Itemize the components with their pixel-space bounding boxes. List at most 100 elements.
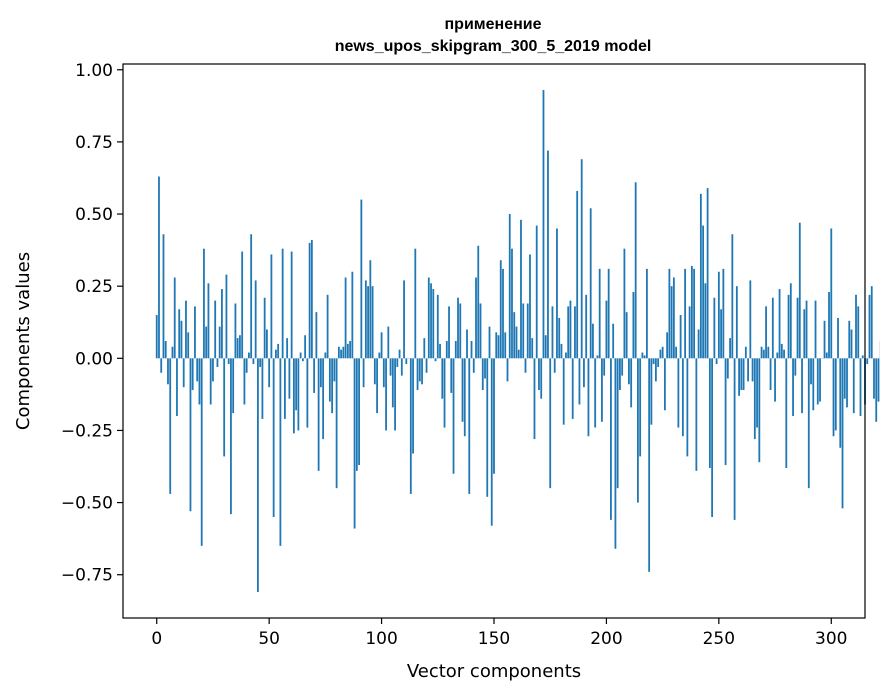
bar — [358, 358, 360, 466]
bar — [418, 358, 421, 382]
bar — [724, 358, 727, 466]
bar — [634, 182, 637, 359]
bar — [807, 358, 810, 489]
y-tick-label: −0.50 — [61, 494, 113, 514]
bar — [708, 358, 711, 468]
bar — [798, 222, 801, 359]
bar — [769, 358, 772, 391]
bar — [654, 358, 657, 382]
bar — [162, 234, 165, 359]
bar — [176, 358, 178, 417]
bar — [619, 358, 621, 391]
bar — [726, 358, 729, 379]
bar — [400, 358, 403, 376]
bar — [180, 320, 183, 359]
bar — [659, 349, 662, 359]
bar — [720, 309, 722, 359]
bar — [529, 254, 531, 359]
bar — [801, 358, 803, 414]
y-tick-label: 0.00 — [75, 349, 113, 369]
bar — [814, 300, 817, 359]
bar — [214, 300, 217, 359]
bar — [160, 358, 163, 373]
bar — [463, 358, 466, 437]
bar — [565, 352, 567, 359]
bar — [292, 358, 295, 434]
bar — [353, 358, 356, 529]
bar — [355, 358, 358, 471]
bar — [450, 358, 453, 393]
bar — [747, 358, 749, 382]
bar — [504, 332, 507, 359]
bar — [252, 358, 255, 365]
bar — [610, 358, 612, 520]
bar — [337, 346, 340, 359]
bar — [423, 338, 426, 359]
bar — [452, 358, 455, 474]
bar — [731, 234, 734, 359]
bar — [679, 315, 682, 359]
bar — [382, 358, 385, 388]
bar — [841, 358, 844, 509]
bar — [587, 358, 590, 437]
bar — [868, 294, 871, 359]
bar — [445, 341, 448, 359]
bar — [866, 358, 869, 365]
bar — [239, 335, 241, 359]
bar — [733, 358, 736, 520]
bar — [756, 358, 758, 428]
bar — [167, 358, 169, 385]
plot-frame — [122, 63, 866, 619]
bar — [344, 277, 347, 359]
bar — [846, 358, 848, 408]
bar — [205, 326, 208, 359]
bar — [630, 358, 633, 408]
bar — [585, 294, 588, 359]
bar — [760, 346, 763, 359]
y-tick-label: −0.75 — [61, 566, 113, 586]
bar — [834, 358, 837, 431]
bar — [380, 332, 383, 359]
bar — [394, 358, 396, 431]
bar — [349, 341, 351, 359]
y-tick-label: −0.25 — [61, 421, 113, 441]
bar — [499, 260, 502, 359]
bar — [243, 358, 246, 405]
bar — [304, 335, 307, 359]
bar-series — [155, 89, 880, 593]
bar — [607, 268, 610, 359]
bar — [789, 283, 792, 359]
bar — [819, 358, 821, 402]
y-tick-label: 0.75 — [75, 133, 113, 153]
bar — [690, 265, 693, 359]
bar — [335, 358, 338, 489]
bar — [236, 338, 239, 359]
bar — [623, 248, 626, 359]
bar — [574, 306, 576, 359]
bar — [681, 358, 684, 437]
bar — [506, 358, 509, 382]
bar — [319, 358, 322, 388]
bar — [697, 329, 700, 359]
x-tick-label: 300 — [815, 629, 847, 649]
bar — [232, 358, 235, 414]
bar — [158, 176, 160, 359]
bar — [191, 358, 194, 391]
bar — [227, 358, 230, 365]
bar — [693, 268, 696, 359]
bar — [310, 240, 313, 359]
bar — [646, 268, 648, 359]
bar — [547, 150, 549, 359]
bar — [850, 329, 853, 359]
bar — [603, 358, 606, 376]
bar — [717, 271, 720, 359]
bar — [412, 358, 414, 454]
bar — [648, 358, 651, 572]
bar — [852, 358, 855, 414]
bar — [427, 277, 430, 359]
bar — [342, 346, 345, 359]
bar — [373, 358, 376, 385]
bar — [560, 343, 563, 359]
bar — [367, 286, 369, 359]
bar — [164, 341, 167, 359]
